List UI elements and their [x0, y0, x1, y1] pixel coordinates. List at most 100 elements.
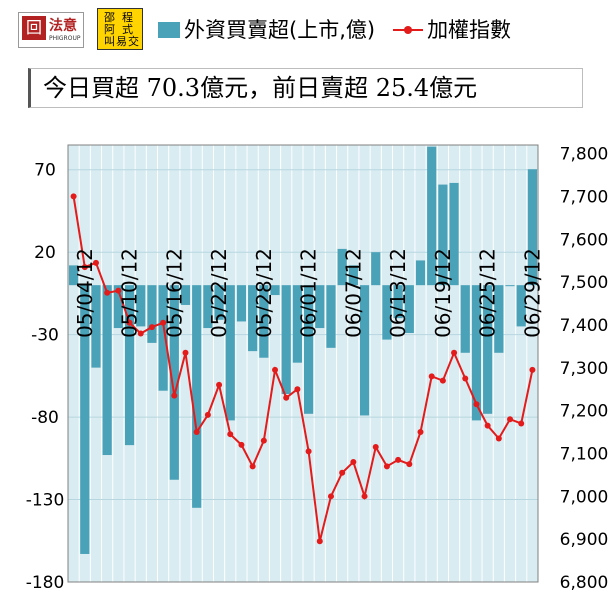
index-point — [305, 448, 312, 455]
left-axis-tick: -80 — [31, 408, 59, 428]
bar — [236, 285, 247, 322]
bar — [69, 265, 79, 286]
bar — [516, 285, 526, 327]
index-point — [238, 441, 245, 448]
index-point — [148, 324, 155, 331]
right-axis-tick: 7,300 — [560, 359, 609, 379]
right-axis-tick: 6,800 — [560, 573, 609, 593]
bar — [371, 252, 381, 286]
index-point — [372, 444, 379, 451]
index-point — [81, 264, 88, 271]
x-axis-tick: 06/25/12 — [476, 248, 500, 338]
index-point — [395, 456, 402, 463]
bar — [393, 285, 403, 319]
bar-legend-label: 外資買賣超(上市,億) — [184, 18, 376, 42]
logo2-char: 程 — [122, 11, 133, 24]
logo-name: 法意 — [49, 18, 77, 34]
logo2-char: 交 — [128, 35, 139, 48]
right-axis-tick: 7,000 — [560, 487, 609, 507]
left-axis-tick: -180 — [26, 573, 65, 593]
bar-legend-swatch — [158, 22, 180, 38]
bar — [427, 146, 437, 286]
index-point — [126, 319, 133, 326]
bar — [136, 285, 146, 327]
x-axis-tick: 05/16/12 — [162, 248, 186, 338]
bar — [483, 285, 493, 414]
index-point — [204, 411, 211, 418]
index-point — [406, 461, 413, 468]
x-axis-tick: 06/07/12 — [341, 248, 365, 338]
index-point — [104, 289, 111, 296]
bar — [471, 285, 482, 421]
bar — [102, 285, 112, 456]
bar — [527, 169, 537, 286]
bar — [124, 285, 135, 446]
logo-seal-icon: 回 — [22, 16, 46, 40]
right-axis-tick: 7,800 — [560, 145, 609, 165]
right-axis-tick: 7,500 — [560, 273, 609, 293]
bar — [225, 285, 235, 421]
right-axis-tick: 7,200 — [560, 402, 609, 422]
right-axis-tick: 7,700 — [560, 187, 609, 207]
index-point — [361, 493, 368, 500]
index-point — [417, 429, 424, 436]
program-trading-logo: 邵 程 阿 式 叫 易 交 — [97, 8, 143, 50]
index-point — [383, 463, 390, 470]
index-point — [182, 349, 189, 356]
index-point — [350, 459, 357, 466]
bar — [248, 285, 258, 352]
logo2-char: 阿 — [104, 23, 115, 36]
summary-banner: 今日買超 70.3億元，前日賣超 25.4億元 — [28, 68, 583, 108]
bar — [404, 285, 414, 333]
index-point — [260, 437, 267, 444]
bar — [438, 184, 448, 286]
x-axis-tick: 06/29/12 — [520, 248, 544, 338]
bar — [460, 285, 470, 353]
x-axis-tick: 05/10/12 — [118, 248, 142, 338]
index-point — [70, 193, 77, 200]
left-axis-tick: 70 — [34, 161, 56, 181]
bar — [505, 285, 515, 287]
plot-border — [67, 144, 539, 583]
bar — [348, 265, 358, 286]
right-axis-tick: 7,100 — [560, 444, 609, 464]
index-point — [283, 394, 290, 401]
line-legend-marker-icon — [393, 22, 424, 38]
phigroup-logo: 回 法意 PHIGROUP — [18, 12, 84, 48]
bar — [292, 285, 302, 363]
logo2-char: 式 — [122, 23, 133, 36]
left-axis-tick: -130 — [26, 491, 65, 511]
index-point — [216, 381, 223, 388]
index-point — [507, 416, 514, 423]
bar — [214, 285, 224, 320]
index-point — [462, 375, 469, 382]
left-axis-tick: -30 — [31, 326, 59, 346]
index-point — [193, 429, 200, 436]
bar — [270, 285, 280, 296]
index-point — [473, 401, 480, 408]
bar — [180, 285, 191, 305]
x-axis-tick: 05/04/12 — [73, 248, 97, 338]
bar — [304, 285, 314, 414]
line-legend-label: 加權指數 — [427, 18, 512, 42]
bar — [259, 285, 269, 358]
logo2-char: 邵 — [104, 11, 115, 24]
chart-legend: 外資買賣超(上市,億) 加權指數 — [158, 14, 511, 46]
bar — [80, 285, 90, 554]
index-point — [249, 463, 256, 470]
bar — [359, 285, 370, 416]
index-point — [227, 431, 234, 438]
bar — [415, 260, 426, 286]
index-point — [137, 330, 144, 337]
index-point — [115, 287, 122, 294]
x-axis-tick: 06/13/12 — [386, 248, 410, 338]
index-point — [439, 377, 446, 384]
index-point — [339, 469, 346, 476]
index-point — [272, 366, 279, 373]
left-axis-tick: 20 — [34, 243, 56, 263]
bar — [169, 285, 179, 480]
index-point — [518, 420, 525, 427]
bar — [326, 285, 336, 348]
bar — [382, 285, 392, 340]
